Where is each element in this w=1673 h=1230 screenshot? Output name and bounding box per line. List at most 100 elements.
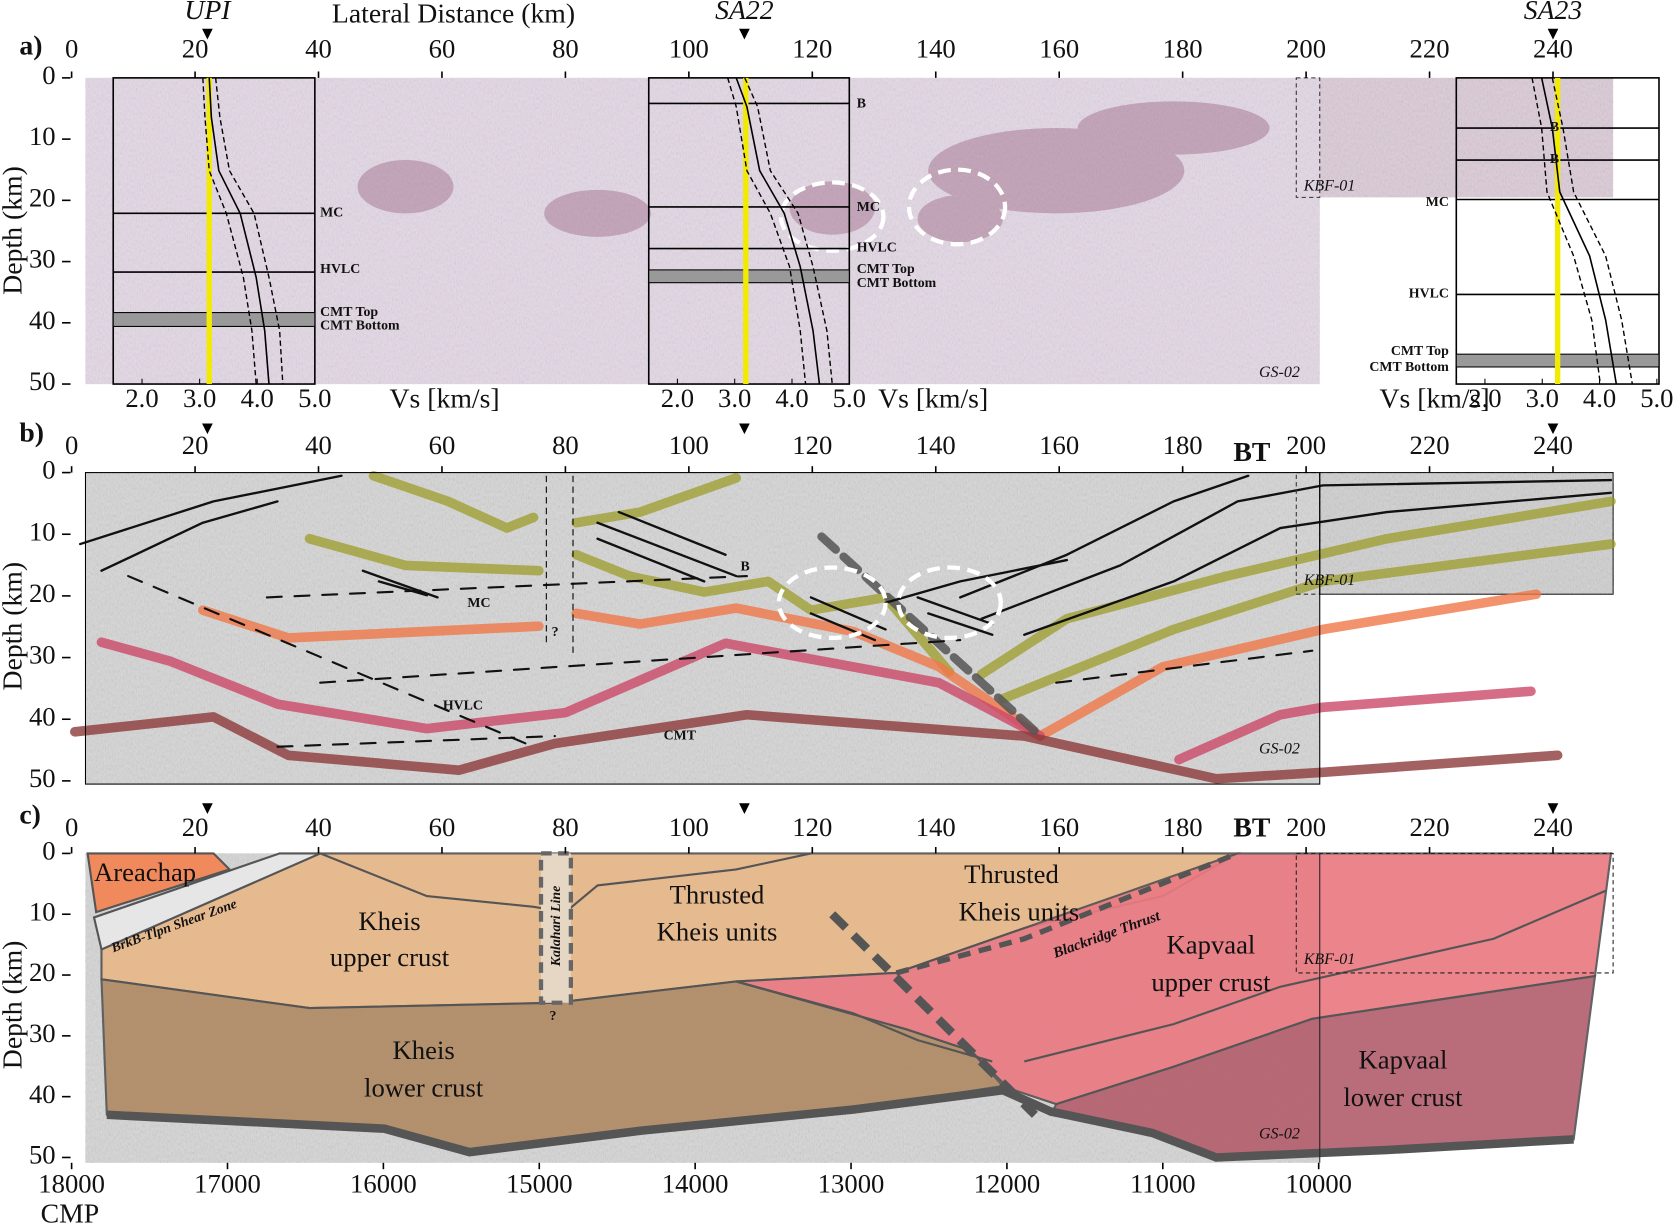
station-marker — [739, 423, 750, 435]
axis-title: Depth (km) — [0, 941, 27, 1070]
y-tick-label: 40 — [29, 1079, 56, 1109]
cmp-tick-label: 10000 — [1285, 1168, 1352, 1198]
y-tick-label: 30 — [29, 640, 56, 670]
seismic-texture — [85, 472, 1320, 785]
axis-title: Depth (km) — [0, 166, 27, 295]
y-tick-label: 20 — [29, 957, 56, 987]
layer-label: CMT Bottom — [1369, 359, 1449, 374]
x-tick-label: 180 — [1163, 430, 1203, 460]
station-label: SA22 — [715, 0, 774, 25]
vs-tick-label: 2.0 — [1468, 383, 1501, 413]
unit-label: ? — [550, 1008, 557, 1023]
layer-label: CMT Bottom — [320, 318, 400, 333]
profile-label: GS-02 — [1259, 1126, 1300, 1143]
x-tick-label: 160 — [1039, 430, 1079, 460]
y-tick-label: 10 — [29, 516, 56, 546]
unit-label: Kheis — [358, 906, 420, 936]
layer-label: MC — [320, 205, 343, 220]
y-tick-label: 40 — [29, 305, 56, 335]
x-tick-label: 0 — [65, 33, 78, 63]
x-tick-label: 60 — [429, 430, 456, 460]
vs-tick-label: 2.0 — [125, 383, 158, 413]
y-tick-label: 0 — [42, 836, 55, 866]
x-tick-label: 80 — [552, 33, 579, 63]
x-tick-label: 180 — [1163, 812, 1203, 842]
x-tick-label: 140 — [916, 33, 956, 63]
vs-inset — [1455, 77, 1660, 385]
station-marker — [1547, 423, 1559, 435]
layer-label: ? — [552, 624, 559, 639]
highlight-ellipse — [778, 180, 886, 253]
x-tick-label: 220 — [1410, 430, 1450, 460]
x-tick-label: 120 — [792, 33, 832, 63]
cmp-tick-label: 16000 — [350, 1168, 417, 1198]
interpreted-horizons — [70, 470, 1616, 784]
layer-label: CMT Top — [1391, 343, 1449, 358]
layer-label: B — [740, 559, 749, 574]
vs-tick-label: 4.0 — [241, 383, 274, 413]
x-tick-label: 0 — [65, 430, 78, 460]
vs-tick-label: 5.0 — [1640, 383, 1673, 413]
x-tick-label: 220 — [1410, 33, 1450, 63]
x-tick-label: 140 — [916, 430, 956, 460]
highlight-ellipse — [776, 565, 888, 641]
unit-label: Kheis units — [657, 917, 778, 947]
panel-label: a) — [19, 29, 42, 60]
station-marker — [739, 803, 750, 814]
axis-title: Vs [km/s] — [878, 382, 988, 413]
x-tick-label: 220 — [1410, 812, 1450, 842]
seismic-texture — [1319, 77, 1614, 198]
y-tick-label: 50 — [29, 366, 56, 396]
layer-label: MC — [1426, 194, 1449, 209]
x-tick-label: 100 — [669, 33, 709, 63]
x-tick-label: 240 — [1533, 812, 1573, 842]
x-tick-label: 60 — [429, 33, 456, 63]
vs-tick-label: 5.0 — [298, 383, 331, 413]
unit-label: upper crust — [1151, 967, 1271, 997]
x-tick-label: 20 — [182, 812, 209, 842]
x-tick-label: 120 — [792, 430, 832, 460]
layer-label: B — [857, 96, 866, 111]
thrust-label: BT — [1233, 811, 1270, 842]
y-tick-label: 10 — [29, 896, 56, 926]
cmp-tick-label: 14000 — [662, 1168, 729, 1198]
profile-label: GS-02 — [1259, 364, 1300, 381]
geologic-units — [86, 852, 1613, 1159]
cmp-tick-label: 12000 — [974, 1168, 1041, 1198]
x-tick-label: 80 — [552, 812, 579, 842]
kalahari-line-zone — [538, 851, 574, 1005]
vs-inset — [647, 77, 851, 385]
panel-label: b) — [19, 417, 44, 448]
unit-label: Kheis — [393, 1035, 455, 1065]
x-tick-label: 200 — [1286, 430, 1326, 460]
x-tick-label: 40 — [305, 430, 332, 460]
layer-label: HVLC — [443, 697, 483, 712]
station-marker — [1547, 28, 1559, 40]
x-tick-label: 80 — [552, 430, 579, 460]
station-label: SA23 — [1524, 0, 1583, 25]
axis-title: Vs [km/s] — [390, 382, 500, 413]
y-tick-label: 20 — [29, 182, 56, 212]
x-tick-label: 160 — [1039, 33, 1079, 63]
layer-label: CMT — [664, 727, 697, 742]
layer-label: MC — [857, 199, 880, 214]
unit-label: Kalahari Line — [548, 886, 563, 967]
y-tick-label: 20 — [29, 578, 56, 608]
layer-label: B — [1550, 151, 1559, 166]
station-marker — [202, 803, 213, 814]
axis-title: Vs [km/s] — [1379, 382, 1489, 413]
highlight-ellipse — [896, 565, 1003, 641]
layer-label: HVLC — [1409, 286, 1449, 301]
x-tick-label: 120 — [792, 812, 832, 842]
unit-label: Thrusted — [670, 879, 765, 909]
x-tick-label: 0 — [65, 812, 78, 842]
highlight-ellipse — [906, 167, 1008, 247]
vs-inset — [112, 77, 316, 385]
vs-tick-label: 3.0 — [718, 383, 751, 413]
unit-label: upper crust — [330, 942, 450, 972]
profile-label: KBF-01 — [1303, 177, 1356, 194]
station-label: UPI — [184, 0, 232, 25]
panel-b: B MC ? HVLC CMT KBF-01 GS-02 BT b) — [19, 417, 1616, 785]
layer-label: CMT Top — [857, 261, 915, 276]
layer-label: MC — [467, 595, 490, 610]
